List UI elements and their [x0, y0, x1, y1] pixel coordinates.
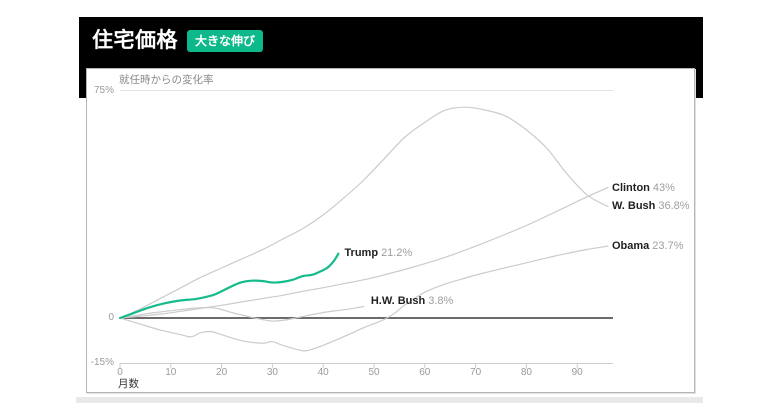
trend-badge: 大きな伸び	[187, 30, 264, 52]
series-label-obama: Obama 23.7%	[612, 239, 684, 253]
y-tick-label-75: 75%	[93, 84, 114, 96]
x-tick-label-30: 30	[266, 367, 278, 378]
series-label-w-bush: W. Bush 36.8%	[612, 199, 690, 213]
series-name: Trump	[344, 246, 379, 259]
line-chart	[118, 90, 613, 369]
x-tick-label-0: 0	[117, 367, 123, 378]
series-value: 36.8%	[658, 200, 690, 213]
y-tick-label-0: 0	[108, 312, 114, 323]
series-name: W. Bush	[612, 200, 656, 213]
bottom-strip	[76, 397, 703, 403]
chart-subtitle: 就任時からの変化率	[119, 74, 214, 86]
x-tick-label-20: 20	[216, 367, 228, 378]
x-tick-label-40: 40	[317, 367, 329, 378]
y-tick-label--15: -15%	[90, 357, 114, 369]
series-value: 21.2%	[381, 246, 413, 259]
x-tick-label-70: 70	[470, 367, 482, 378]
x-tick-label-80: 80	[520, 367, 532, 378]
x-tick-label-90: 90	[571, 367, 583, 378]
series-line-w-bush	[119, 106, 609, 319]
x-tick-label-60: 60	[419, 367, 431, 378]
series-line-obama	[119, 245, 609, 352]
series-line-trump	[118, 252, 340, 320]
series-value: 23.7%	[652, 240, 684, 253]
series-line-h-w-bush	[119, 305, 365, 322]
series-name: H.W. Bush	[370, 295, 426, 308]
x-tick-label-10: 10	[165, 367, 177, 378]
series-label-h-w-bush: H.W. Bush 3.8%	[371, 294, 453, 308]
x-axis-title: 月数	[118, 378, 139, 390]
series-label-trump: Trump 21.2%	[344, 246, 412, 260]
series-name: Clinton	[612, 181, 650, 194]
series-label-clinton: Clinton 43%	[612, 181, 675, 195]
chart-title: 住宅価格	[92, 29, 178, 52]
series-value: 43%	[652, 181, 675, 194]
series-value: 3.8%	[428, 295, 454, 308]
x-tick-label-50: 50	[368, 367, 380, 378]
series-name: Obama	[612, 240, 650, 253]
chart-card: 就任時からの変化率 75% 0 -15% 0 10 20 30 40 50 60 70 80 90 月数 C…	[86, 68, 695, 393]
